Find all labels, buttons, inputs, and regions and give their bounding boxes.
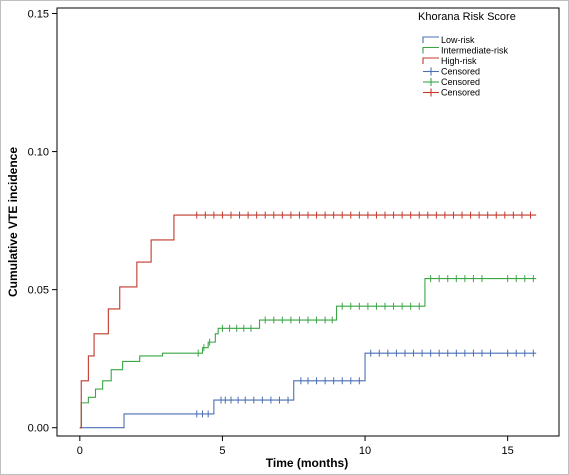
legend-label: Intermediate-risk xyxy=(441,46,509,56)
axis-ticks: 0 5 10 15 0.00 0.05 0.10 0.15 xyxy=(28,9,514,457)
series-intermediate-risk xyxy=(79,275,537,429)
legend-swatch xyxy=(422,36,439,43)
series-high-risk xyxy=(79,211,537,429)
legend-entry: Censored xyxy=(423,77,480,87)
x-tick-label: 15 xyxy=(502,445,514,457)
legend-title: Khorana Risk Score xyxy=(418,11,516,23)
step-line-high-risk xyxy=(79,214,537,429)
x-tick-label: 10 xyxy=(359,445,371,457)
legend-label: Low-risk xyxy=(441,35,475,45)
y-tick-label: 0.10 xyxy=(28,147,49,159)
legend-label: Censored xyxy=(441,77,480,87)
legend-label: Censored xyxy=(441,67,480,77)
series-low-risk xyxy=(79,349,537,429)
y-tick-label: 0.00 xyxy=(28,423,49,435)
y-axis-title: Cumulative VTE incidence xyxy=(6,147,20,297)
legend-swatch xyxy=(422,46,439,54)
y-tick-label: 0.05 xyxy=(28,285,49,297)
legend-swatch xyxy=(422,57,439,64)
x-tick-label: 0 xyxy=(77,445,83,457)
x-tick-label: 5 xyxy=(219,445,225,457)
legend-entry: Low-risk xyxy=(422,35,475,45)
legend-entry: Censored xyxy=(423,88,480,98)
legend-entry: High-risk xyxy=(422,56,477,66)
legend: Khorana Risk Score Low-riskIntermediate-r… xyxy=(418,11,516,98)
series-layer xyxy=(79,211,537,429)
legend-entry: Censored xyxy=(423,67,480,77)
y-tick-label: 0.15 xyxy=(28,9,49,21)
x-axis-title: Time (months) xyxy=(266,456,348,470)
legend-label: Censored xyxy=(441,88,480,98)
step-line-intermediate-risk xyxy=(79,278,537,429)
plot-area xyxy=(56,7,560,437)
legend-entry: Intermediate-risk xyxy=(422,46,509,56)
legend-label: High-risk xyxy=(441,56,477,66)
